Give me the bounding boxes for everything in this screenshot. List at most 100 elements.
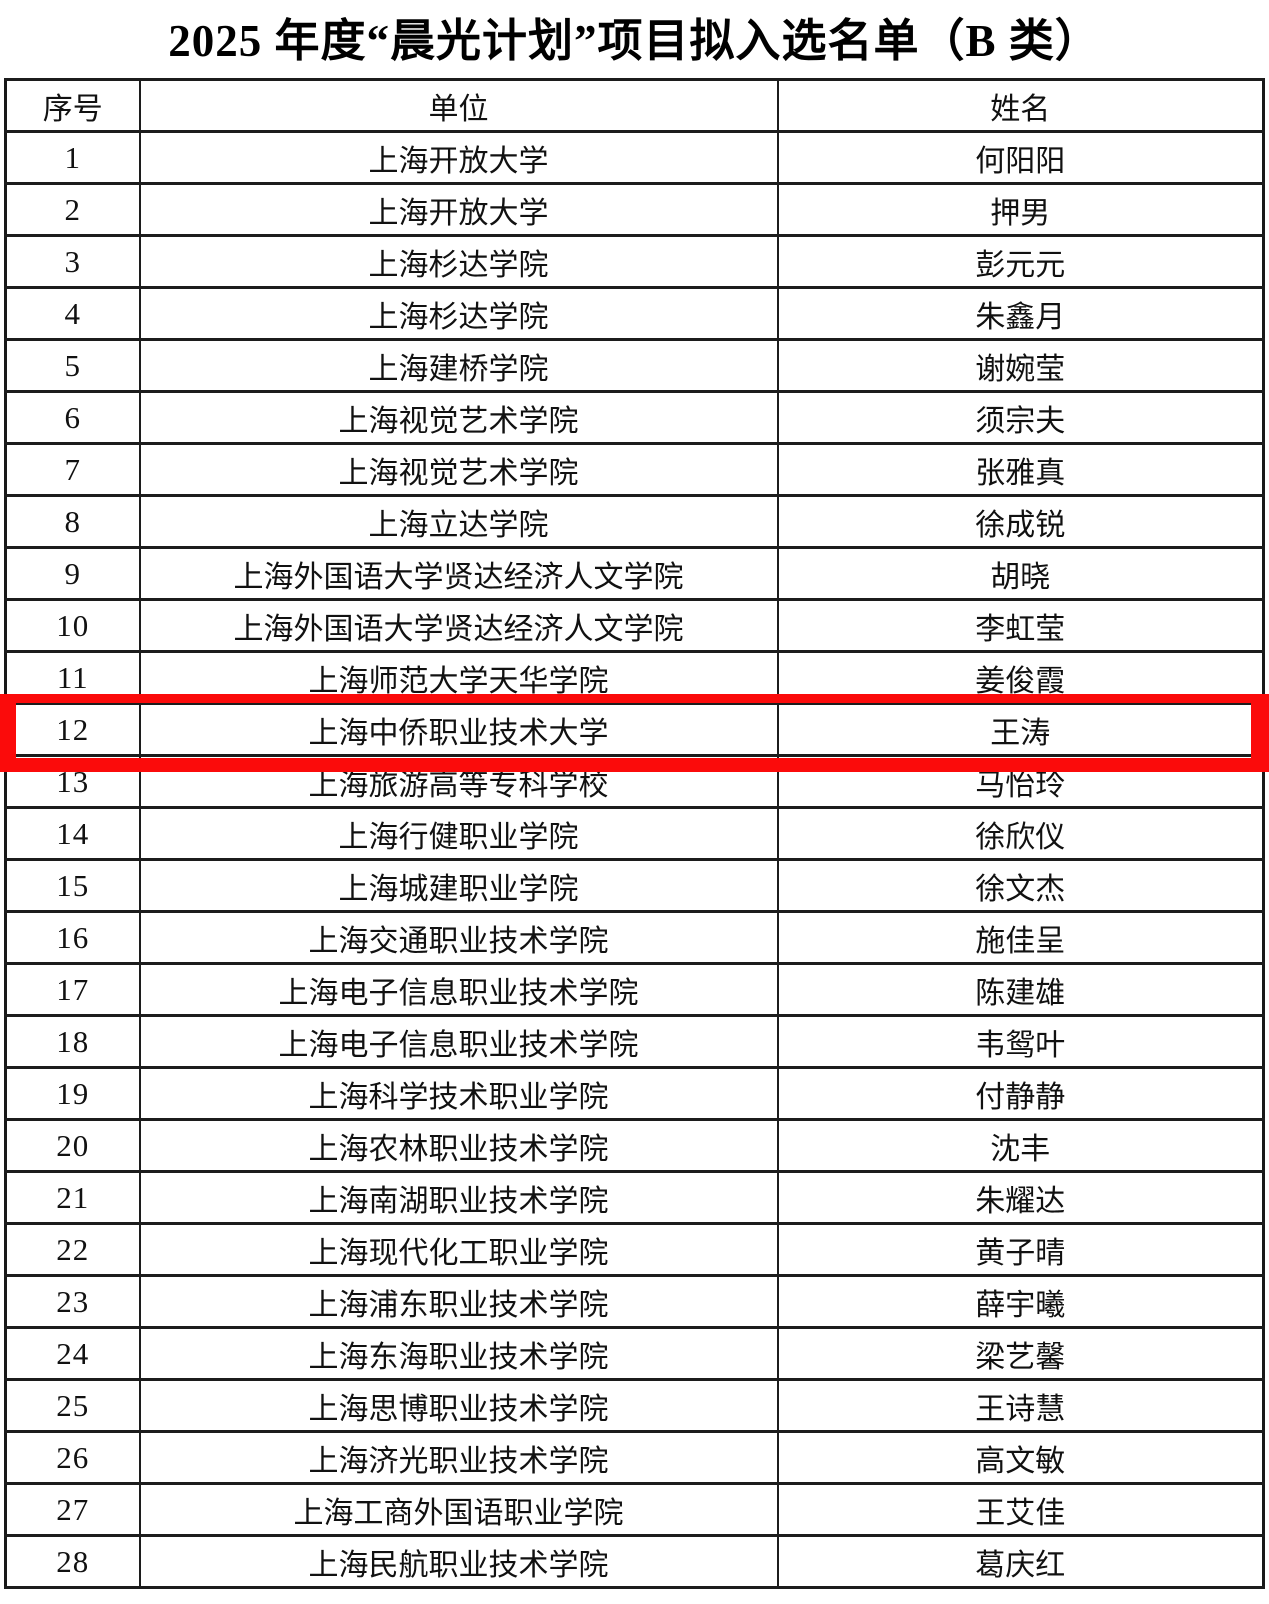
name-cell: 黄子晴 <box>776 1222 1265 1277</box>
name-cell: 梁艺馨 <box>776 1326 1265 1381</box>
table-row: 26 上海济光职业技术学院 高文敏 <box>4 1430 1265 1485</box>
name-cell: 王涛 <box>776 702 1265 757</box>
serial-number-cell: 6 <box>4 390 141 445</box>
table-row: 4 上海杉达学院 朱鑫月 <box>4 286 1265 341</box>
unit-cell: 上海外国语大学贤达经济人文学院 <box>138 598 779 653</box>
name-cell: 徐成锐 <box>776 494 1265 549</box>
serial-number-cell: 20 <box>4 1118 141 1173</box>
unit-cell: 上海浦东职业技术学院 <box>138 1274 779 1329</box>
unit-cell: 上海东海职业技术学院 <box>138 1326 779 1381</box>
table-row: 24 上海东海职业技术学院 梁艺馨 <box>4 1326 1265 1381</box>
name-cell: 马怡玲 <box>776 754 1265 809</box>
table-row: 13 上海旅游高等专科学校 马怡玲 <box>4 754 1265 809</box>
unit-cell: 上海视觉艺术学院 <box>138 390 779 445</box>
name-cell: 彭元元 <box>776 234 1265 289</box>
table-row: 2 上海开放大学 押男 <box>4 182 1265 237</box>
unit-cell: 上海立达学院 <box>138 494 779 549</box>
unit-cell: 上海民航职业技术学院 <box>138 1534 779 1589</box>
table-row: 20 上海农林职业技术学院 沈丰 <box>4 1118 1265 1173</box>
name-cell: 胡晓 <box>776 546 1265 601</box>
unit-cell: 上海现代化工职业学院 <box>138 1222 779 1277</box>
table-row: 14 上海行健职业学院 徐欣仪 <box>4 806 1265 861</box>
unit-cell: 上海建桥学院 <box>138 338 779 393</box>
name-cell: 朱鑫月 <box>776 286 1265 341</box>
serial-number-cell: 28 <box>4 1534 141 1589</box>
unit-cell: 上海农林职业技术学院 <box>138 1118 779 1173</box>
table-row: 11 上海师范大学天华学院 姜俊霞 <box>4 650 1265 705</box>
serial-number-cell: 26 <box>4 1430 141 1485</box>
name-cell: 王艾佳 <box>776 1482 1265 1537</box>
header-name: 姓名 <box>776 78 1265 133</box>
name-cell: 何阳阳 <box>776 130 1265 185</box>
serial-number-cell: 1 <box>4 130 141 185</box>
unit-cell: 上海工商外国语职业学院 <box>138 1482 779 1537</box>
serial-number-cell: 24 <box>4 1326 141 1381</box>
unit-cell: 上海济光职业技术学院 <box>138 1430 779 1485</box>
table-row: 3 上海杉达学院 彭元元 <box>4 234 1265 289</box>
unit-cell: 上海行健职业学院 <box>138 806 779 861</box>
serial-number-cell: 8 <box>4 494 141 549</box>
name-cell: 王诗慧 <box>776 1378 1265 1433</box>
name-cell: 付静静 <box>776 1066 1265 1121</box>
serial-number-cell: 14 <box>4 806 141 861</box>
table-row: 1 上海开放大学 何阳阳 <box>4 130 1265 185</box>
serial-number-cell: 9 <box>4 546 141 601</box>
name-cell: 徐文杰 <box>776 858 1265 913</box>
serial-number-cell: 18 <box>4 1014 141 1069</box>
table-row: 27 上海工商外国语职业学院 王艾佳 <box>4 1482 1265 1537</box>
name-cell: 须宗夫 <box>776 390 1265 445</box>
unit-cell: 上海视觉艺术学院 <box>138 442 779 497</box>
serial-number-cell: 2 <box>4 182 141 237</box>
unit-cell: 上海外国语大学贤达经济人文学院 <box>138 546 779 601</box>
serial-number-cell: 3 <box>4 234 141 289</box>
serial-number-cell: 21 <box>4 1170 141 1225</box>
unit-cell: 上海电子信息职业技术学院 <box>138 1014 779 1069</box>
name-cell: 张雅真 <box>776 442 1265 497</box>
table-row: 9 上海外国语大学贤达经济人文学院 胡晓 <box>4 546 1265 601</box>
serial-number-cell: 12 <box>4 702 141 757</box>
name-cell: 押男 <box>776 182 1265 237</box>
unit-cell: 上海杉达学院 <box>138 234 779 289</box>
name-cell: 姜俊霞 <box>776 650 1265 705</box>
table-row: 19 上海科学技术职业学院 付静静 <box>4 1066 1265 1121</box>
table-row: 22 上海现代化工职业学院 黄子晴 <box>4 1222 1265 1277</box>
unit-cell: 上海思博职业技术学院 <box>138 1378 779 1433</box>
unit-cell: 上海城建职业学院 <box>138 858 779 913</box>
name-cell: 李虹莹 <box>776 598 1265 653</box>
unit-cell: 上海旅游高等专科学校 <box>138 754 779 809</box>
table-row: 23 上海浦东职业技术学院 薛宇曦 <box>4 1274 1265 1329</box>
serial-number-cell: 15 <box>4 858 141 913</box>
table-row: 8 上海立达学院 徐成锐 <box>4 494 1265 549</box>
serial-number-cell: 11 <box>4 650 141 705</box>
unit-cell: 上海南湖职业技术学院 <box>138 1170 779 1225</box>
roster-table: 序号 单位 姓名 1 上海开放大学 何阳阳 2 上海开放大学 押男 3 上海杉达… <box>4 78 1265 1589</box>
serial-number-cell: 10 <box>4 598 141 653</box>
serial-number-cell: 5 <box>4 338 141 393</box>
table-row: 15 上海城建职业学院 徐文杰 <box>4 858 1265 913</box>
serial-number-cell: 23 <box>4 1274 141 1329</box>
table-row: 25 上海思博职业技术学院 王诗慧 <box>4 1378 1265 1433</box>
serial-number-cell: 17 <box>4 962 141 1017</box>
table-row: 16 上海交通职业技术学院 施佳呈 <box>4 910 1265 965</box>
table-row: 10 上海外国语大学贤达经济人文学院 李虹莹 <box>4 598 1265 653</box>
serial-number-cell: 25 <box>4 1378 141 1433</box>
serial-number-cell: 13 <box>4 754 141 809</box>
table-row: 12 上海中侨职业技术大学 王涛 <box>4 702 1265 757</box>
serial-number-cell: 22 <box>4 1222 141 1277</box>
name-cell: 葛庆红 <box>776 1534 1265 1589</box>
table-row: 28 上海民航职业技术学院 葛庆红 <box>4 1534 1265 1589</box>
unit-cell: 上海杉达学院 <box>138 286 779 341</box>
header-serial-number: 序号 <box>4 78 141 133</box>
table-body: 1 上海开放大学 何阳阳 2 上海开放大学 押男 3 上海杉达学院 彭元元 4 … <box>4 130 1265 1589</box>
name-cell: 徐欣仪 <box>776 806 1265 861</box>
unit-cell: 上海开放大学 <box>138 182 779 237</box>
unit-cell: 上海电子信息职业技术学院 <box>138 962 779 1017</box>
table-row: 17 上海电子信息职业技术学院 陈建雄 <box>4 962 1265 1017</box>
table-row: 5 上海建桥学院 谢婉莹 <box>4 338 1265 393</box>
serial-number-cell: 7 <box>4 442 141 497</box>
serial-number-cell: 16 <box>4 910 141 965</box>
name-cell: 谢婉莹 <box>776 338 1265 393</box>
name-cell: 沈丰 <box>776 1118 1265 1173</box>
page-title: 2025 年度“晨光计划”项目拟入选名单（B 类） <box>168 16 1101 66</box>
serial-number-cell: 4 <box>4 286 141 341</box>
